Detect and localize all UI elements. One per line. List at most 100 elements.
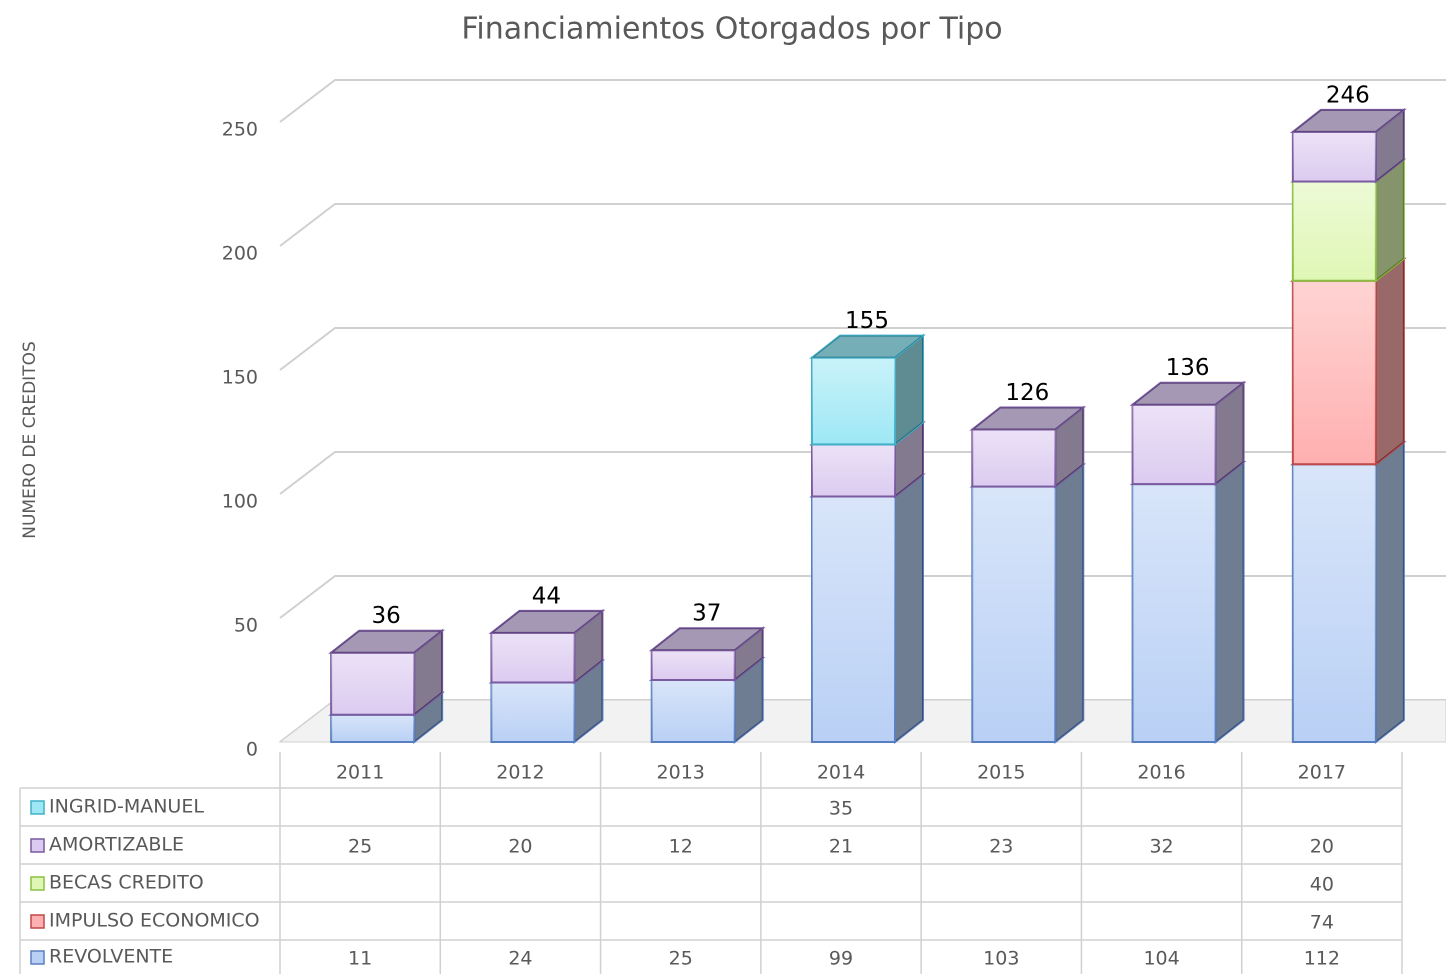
legend-label: IMPULSO ECONOMICO (49, 910, 260, 932)
bar-shade (1292, 280, 1376, 465)
bar-top (488, 609, 606, 634)
table-value: 99 (829, 948, 853, 970)
table-value: 21 (829, 836, 853, 858)
table-value: 20 (1310, 836, 1334, 858)
y-tick-label: 150 (222, 367, 258, 389)
bar-shade (1132, 404, 1216, 485)
total-label: 36 (372, 603, 401, 629)
legend-swatch (30, 800, 45, 815)
bar-top-shade (1292, 109, 1404, 132)
bar-top-shade (812, 335, 923, 358)
bar-shade (651, 650, 735, 680)
table-value: 11 (348, 948, 372, 970)
table-value: 12 (669, 836, 693, 858)
legend-label: BECAS CREDITO (49, 872, 204, 894)
bar-side-shade (1375, 442, 1404, 742)
bar-top (809, 334, 926, 359)
y-tick-label: 200 (222, 243, 258, 265)
y-tick-label: 250 (222, 119, 258, 141)
total-label: 155 (845, 308, 889, 334)
legend-swatch (30, 950, 45, 965)
bar-side-shade (1055, 407, 1084, 487)
x-tick-label: 2014 (817, 762, 865, 784)
total-label: 136 (1166, 355, 1210, 381)
bar-side-shade (1375, 258, 1404, 465)
bar-top-shade (331, 630, 443, 653)
table-value: 23 (989, 836, 1013, 858)
bar-top-shade (972, 407, 1084, 430)
bar-side-shade (1215, 382, 1244, 485)
bar-shade (1292, 131, 1376, 182)
bar-side-shade (1055, 464, 1084, 742)
x-tick-label: 2011 (336, 762, 384, 784)
bar-shade (812, 496, 895, 742)
x-tick-label: 2017 (1298, 762, 1346, 784)
bar-top-shade (651, 628, 763, 651)
legend-label: AMORTIZABLE (49, 834, 184, 856)
bar-shade (1132, 484, 1216, 742)
bar-side-shade (895, 474, 923, 742)
bar-shade (812, 357, 895, 445)
table-value: 103 (983, 948, 1019, 970)
bar-side-shade (895, 335, 923, 445)
total-label: 44 (532, 583, 561, 609)
bar-top (648, 627, 766, 652)
bar-shade (331, 714, 415, 742)
table-value: 74 (1310, 912, 1334, 934)
y-axis-title: NUMERO DE CREDITOS (20, 341, 40, 538)
legend-label: INGRID-MANUEL (49, 796, 204, 818)
bar-top-shade (1132, 382, 1244, 405)
grid-line (279, 327, 1446, 371)
bar-side-shade (1215, 462, 1244, 742)
bar-top-shade (491, 610, 603, 633)
bar-shade (972, 429, 1056, 487)
x-tick-label: 2012 (496, 762, 544, 784)
bar-side-shade (414, 692, 443, 742)
total-label: 126 (1005, 380, 1049, 406)
y-tick-label: 100 (222, 491, 258, 513)
table-value: 35 (829, 798, 853, 820)
grid-line (279, 203, 1446, 247)
total-label: 37 (692, 601, 721, 627)
chart-title: Financiamientos Otorgados por Tipo (461, 12, 1002, 47)
table-value: 20 (508, 836, 532, 858)
table-value: 32 (1149, 836, 1173, 858)
legend-swatch (30, 914, 45, 929)
x-tick-label: 2013 (657, 762, 705, 784)
bar-top (969, 406, 1087, 431)
table-value: 25 (669, 948, 693, 970)
bar-top (1129, 381, 1247, 406)
legend-swatch (30, 876, 45, 891)
bar-top (1289, 108, 1407, 133)
bar-side-shade (574, 610, 603, 683)
bar-shade (1292, 464, 1376, 742)
table-value: 104 (1143, 948, 1179, 970)
legend-label: REVOLVENTE (49, 946, 173, 968)
grid-line (279, 79, 1446, 123)
bar-side-shade (574, 660, 603, 742)
bar-shade (812, 444, 895, 497)
bar-side-shade (1375, 159, 1404, 281)
bar-side-shade (895, 422, 923, 497)
bar-shade (491, 682, 575, 742)
x-tick-label: 2016 (1137, 762, 1185, 784)
bar-side-shade (734, 628, 763, 680)
bar-side-shade (734, 658, 763, 742)
table-value: 25 (348, 836, 372, 858)
table-value: 40 (1310, 874, 1334, 896)
table-value: 24 (508, 948, 532, 970)
legend-swatch (30, 838, 45, 853)
table-value: 112 (1304, 948, 1340, 970)
y-tick-label: 0 (246, 739, 258, 761)
bar-side-shade (1375, 109, 1404, 182)
x-tick-label: 2015 (977, 762, 1025, 784)
total-label: 246 (1326, 82, 1370, 108)
bar-shade (331, 652, 415, 715)
bar-side-shade (414, 630, 443, 715)
bar-shade (972, 486, 1056, 742)
bar-shade (651, 680, 735, 742)
y-tick-label: 50 (234, 615, 258, 637)
bar-top (328, 629, 446, 654)
bar-shade (1292, 181, 1376, 281)
